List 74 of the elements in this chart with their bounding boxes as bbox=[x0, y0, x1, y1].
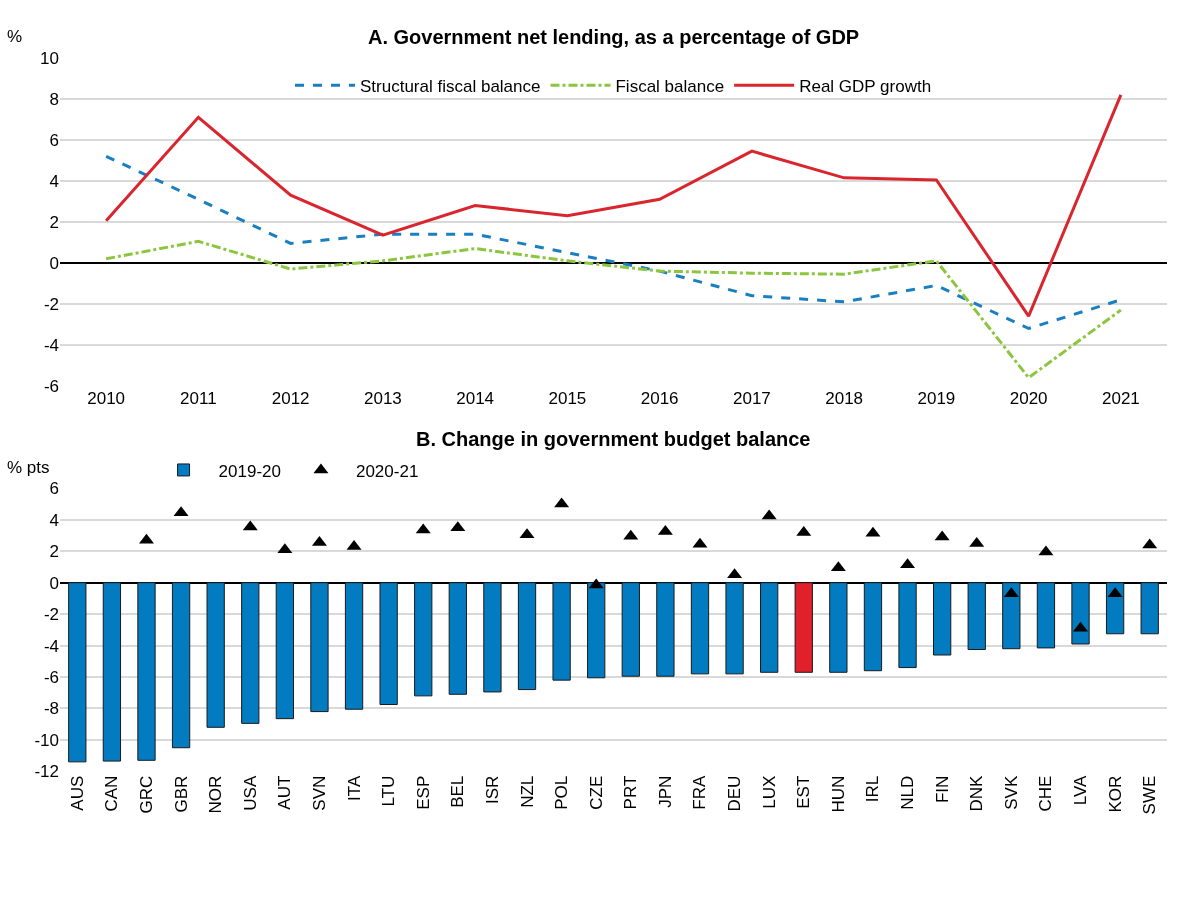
x-tick-label: 2016 bbox=[640, 388, 679, 408]
chart-title: A. Government net lending, as a percentage of GDP bbox=[368, 26, 860, 48]
x-tick-label: NOR bbox=[206, 775, 226, 814]
y-axis-title: % bbox=[7, 27, 23, 46]
x-tick-label: SWE bbox=[1140, 775, 1160, 815]
y-tick-label: 2 bbox=[49, 542, 59, 562]
x-tick-label: AUS bbox=[67, 775, 87, 811]
x-tick-label: FRA bbox=[690, 775, 710, 810]
x-tick-label: IRL bbox=[863, 775, 883, 803]
y-tick-label: -2 bbox=[43, 294, 59, 314]
x-tick-label: 2015 bbox=[548, 388, 587, 408]
legend-label: Structural fiscal balance bbox=[360, 76, 541, 96]
y-tick-label: -8 bbox=[43, 699, 59, 719]
x-tick-label: NZL bbox=[517, 775, 537, 808]
x-tick-label: LUX bbox=[759, 775, 779, 809]
y-tick-label: -10 bbox=[34, 730, 59, 750]
y-tick-label: 10 bbox=[40, 48, 59, 68]
x-tick-label: CZE bbox=[586, 775, 606, 810]
x-tick-label: 2013 bbox=[363, 388, 402, 408]
y-tick-label: 0 bbox=[49, 573, 59, 593]
x-tick-label: EST bbox=[794, 775, 814, 809]
x-tick-label: FIN bbox=[932, 775, 952, 804]
x-tick-label: ESP bbox=[413, 775, 433, 810]
x-tick-label: HUN bbox=[828, 775, 848, 813]
x-tick-label: NLD bbox=[898, 775, 918, 810]
x-tick-label: LVA bbox=[1071, 775, 1091, 806]
y-tick-label: -4 bbox=[43, 335, 59, 355]
y-tick-label: 0 bbox=[49, 253, 59, 273]
x-tick-label: GBR bbox=[171, 775, 191, 813]
line-series bbox=[104, 239, 1123, 380]
x-tick-label: JPN bbox=[655, 775, 675, 808]
x-tick-label: 2014 bbox=[456, 388, 495, 408]
x-tick-label: 2020 bbox=[1009, 388, 1048, 408]
y-tick-label: 6 bbox=[49, 479, 59, 499]
x-tick-label: POL bbox=[552, 775, 572, 810]
x-tick-label: 2017 bbox=[732, 388, 771, 408]
x-tick-label: GRC bbox=[137, 775, 156, 814]
x-tick-label: 2018 bbox=[825, 388, 864, 408]
x-tick-label: KOR bbox=[1105, 775, 1125, 813]
x-tick-label: LTU bbox=[379, 775, 399, 807]
y-tick-label: -12 bbox=[34, 762, 59, 782]
x-tick-label: SVN bbox=[309, 775, 329, 811]
x-tick-label: DEU bbox=[725, 775, 745, 812]
x-tick-label: PRT bbox=[621, 775, 641, 810]
x-tick-label: USA bbox=[240, 775, 260, 811]
x-tick-label: CHE bbox=[1036, 775, 1056, 812]
legend-label: Real GDP growth bbox=[799, 76, 932, 96]
legend-label: Fiscal balance bbox=[615, 76, 725, 96]
x-tick-label: SVK bbox=[1001, 775, 1021, 810]
x-tick-label: 2012 bbox=[271, 388, 310, 408]
y-tick-label: -4 bbox=[43, 636, 59, 656]
y-tick-label: -6 bbox=[43, 667, 59, 687]
y-tick-label: -2 bbox=[43, 605, 59, 625]
legend-label: 2019-20 bbox=[218, 461, 281, 481]
y-tick-label: 6 bbox=[49, 130, 59, 150]
y-axis-title: % pts bbox=[7, 458, 50, 477]
x-tick-label: 2010 bbox=[87, 388, 126, 408]
chart-title: B. Change in government budget balance bbox=[416, 428, 811, 450]
y-tick-label: 8 bbox=[49, 89, 59, 109]
x-tick-label: BEL bbox=[448, 775, 468, 808]
x-tick-label: 2011 bbox=[180, 388, 217, 408]
x-tick-label: 2021 bbox=[1101, 388, 1140, 408]
x-tick-label: ITA bbox=[344, 775, 364, 801]
x-tick-label: ISR bbox=[482, 775, 502, 805]
y-tick-label: -6 bbox=[43, 376, 59, 396]
y-tick-label: 2 bbox=[49, 212, 59, 232]
x-tick-label: 2019 bbox=[917, 388, 956, 408]
x-tick-label: CAN bbox=[102, 775, 122, 812]
x-tick-label: DNK bbox=[967, 775, 987, 812]
x-tick-label: AUT bbox=[275, 775, 295, 810]
y-tick-label: 4 bbox=[49, 171, 59, 191]
y-tick-label: 4 bbox=[49, 510, 59, 530]
legend-label: 2020-21 bbox=[355, 461, 419, 481]
line-series bbox=[104, 93, 1123, 318]
